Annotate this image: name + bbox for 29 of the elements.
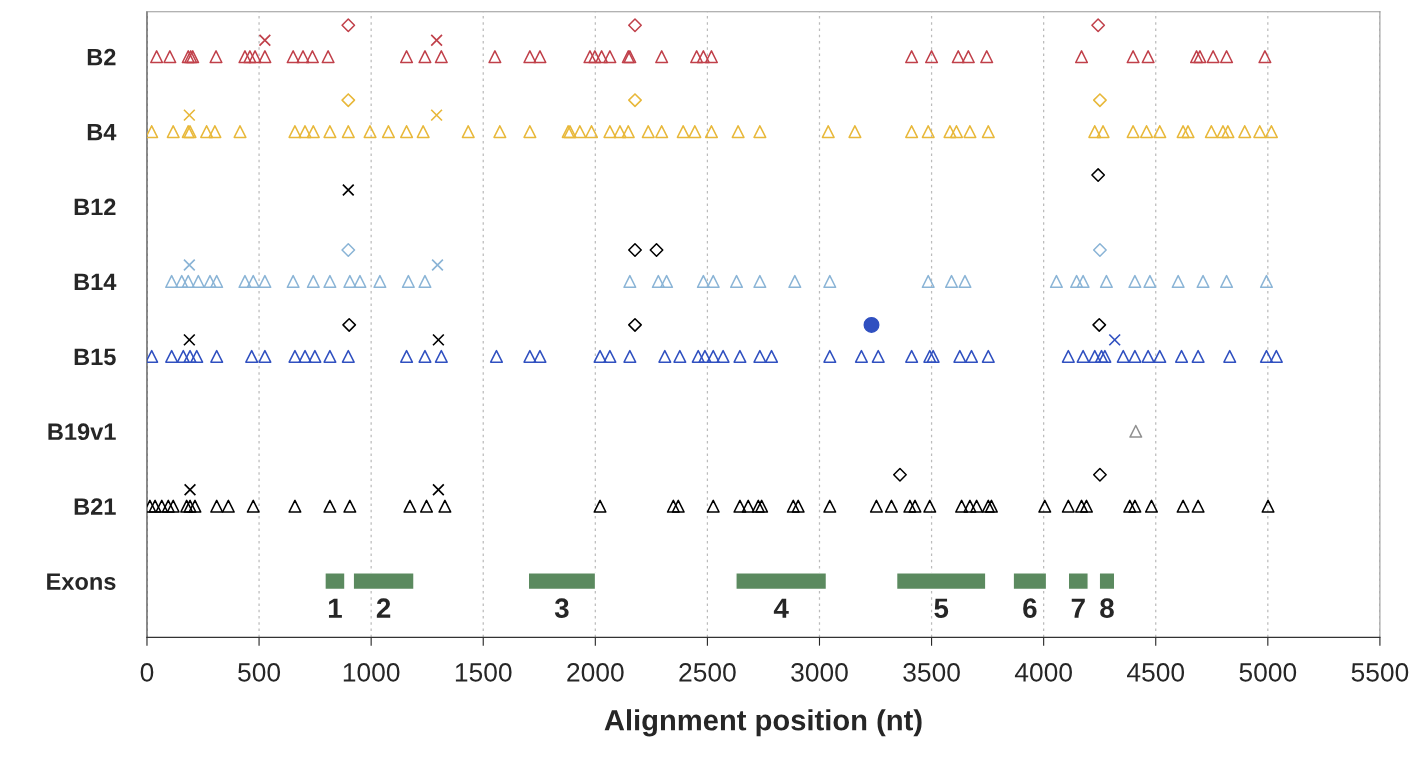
y-tick-label: B15 — [74, 348, 116, 366]
y-tick-label: B4 — [87, 123, 117, 141]
y-tick-label: B12 — [74, 198, 116, 216]
annotation: 8 — [1100, 598, 1114, 619]
x-tick-label: 2500 — [679, 663, 736, 682]
annotation: 4 — [773, 598, 789, 618]
x-tick-label: 500 — [238, 663, 281, 682]
annotation: 7 — [1071, 598, 1085, 618]
x-tick-label: 5000 — [1239, 663, 1297, 682]
x-tick-label: 3000 — [791, 663, 848, 682]
x-tick-label: 0 — [140, 663, 154, 682]
annotation: 3 — [554, 598, 569, 619]
annotation: 1 — [328, 598, 342, 618]
x-tick-label: 4500 — [1127, 663, 1185, 682]
annotation: 5 — [934, 598, 949, 619]
y-tick-label: B14 — [74, 273, 117, 291]
x-tick-label: 1500 — [455, 663, 512, 682]
x-tick-label: 1000 — [343, 663, 400, 682]
y-tick-label: B21 — [74, 498, 116, 515]
annotation: 6 — [1023, 598, 1037, 619]
y-tick-label: B19v1 — [48, 423, 116, 441]
x-tick-label: 2000 — [567, 663, 624, 682]
x-tick-label: 4000 — [1014, 663, 1072, 682]
y-tick-label: Exons — [47, 573, 116, 590]
y-tick-label: B2 — [87, 48, 116, 66]
annotation: 2 — [376, 598, 391, 618]
x-tick-label: 5500 — [1351, 663, 1409, 682]
x-tick-label: 3500 — [903, 663, 960, 682]
x-axis-title: Alignment position (nt) — [604, 709, 922, 737]
